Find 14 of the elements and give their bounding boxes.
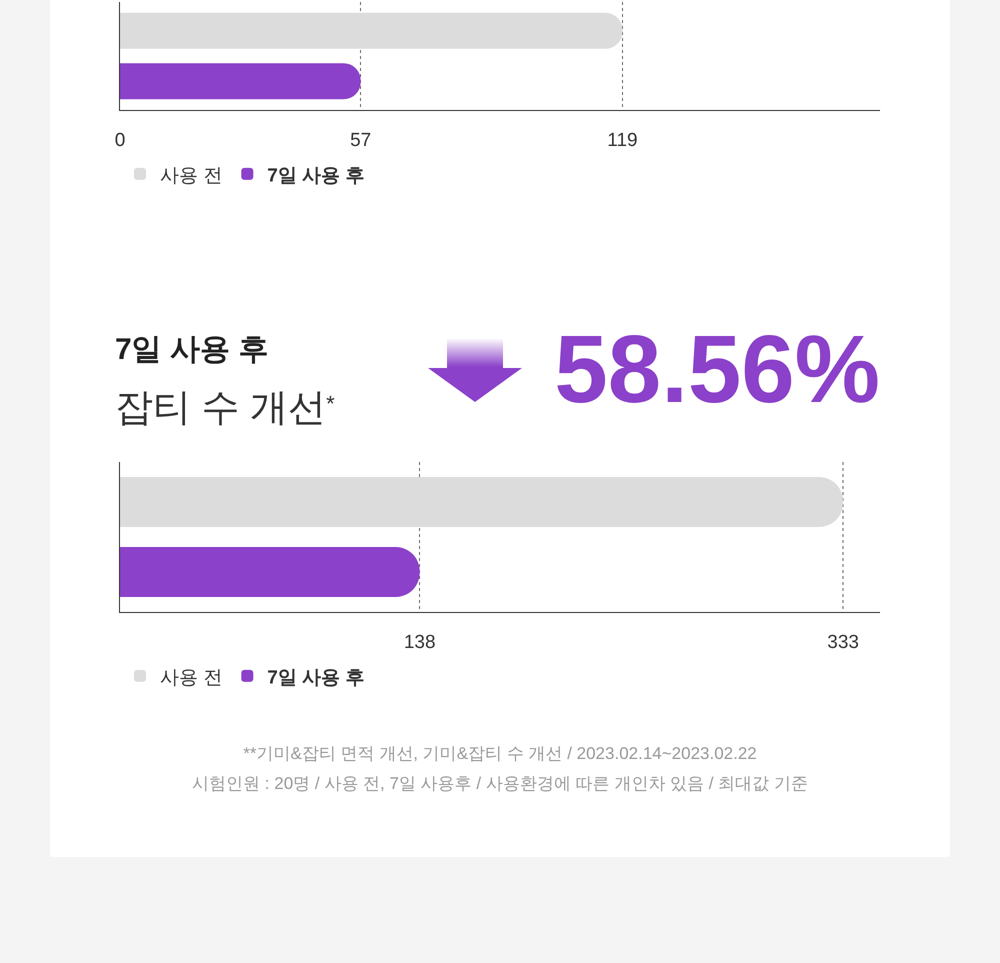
chart-subtitle: 잡티 수 개선$^{*}$ xyxy=(115,386,335,431)
legend-label: 사용 전 xyxy=(160,165,222,186)
x-tick-label: 138 xyxy=(404,632,436,653)
x-tick-label: 0 xyxy=(114,130,126,151)
text: 시험인원 : 20명 / 사용 전, 7일 사용후 / 사용환경에 따른 개인차 있음 / 최대값 기준 xyxy=(191,773,809,795)
legend-label: 7일 사용 후 xyxy=(267,667,364,688)
x-tick-label: 57 xyxy=(350,130,372,151)
chart-title: 7일 사용 후 xyxy=(115,332,268,368)
legend-label: 7일 사용 후 xyxy=(267,165,364,186)
text: 58.56% xyxy=(554,316,880,423)
x-tick-label: 333 xyxy=(827,632,859,653)
text: **기미&잡티 면적 개선, 기미&잡티 수 개선 / 2023.02.14~2023.02.22 xyxy=(242,743,758,765)
legend-label: 사용 전 xyxy=(160,667,222,688)
x-tick-label: 119 xyxy=(607,130,638,151)
